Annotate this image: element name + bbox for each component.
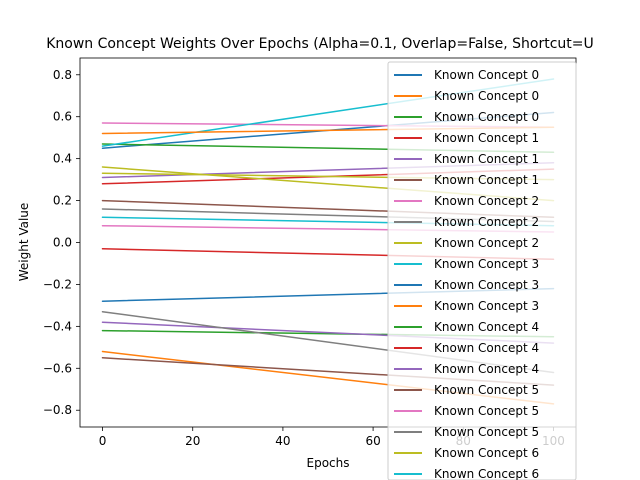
legend-label: Known Concept 4 bbox=[434, 341, 539, 355]
y-tick-label: 0.0 bbox=[53, 236, 72, 250]
legend-label: Known Concept 0 bbox=[434, 89, 539, 103]
x-tick-label: 20 bbox=[185, 434, 200, 448]
y-tick-label: −0.4 bbox=[43, 319, 72, 333]
legend-label: Known Concept 4 bbox=[434, 362, 539, 376]
legend-label: Known Concept 2 bbox=[434, 236, 539, 250]
legend-label: Known Concept 0 bbox=[434, 110, 539, 124]
y-tick-label: 0.6 bbox=[53, 110, 72, 124]
legend-label: Known Concept 3 bbox=[434, 257, 539, 271]
legend-label: Known Concept 2 bbox=[434, 194, 539, 208]
chart-legend: Known Concept 0 Known Concept 0 Known Conc… bbox=[387, 61, 577, 480]
y-axis-label: Weight Value bbox=[17, 203, 31, 282]
legend-label: Known Concept 1 bbox=[434, 173, 539, 187]
legend-box bbox=[387, 61, 577, 480]
y-tick-label: −0.6 bbox=[43, 361, 72, 375]
legend-label: Known Concept 6 bbox=[434, 467, 539, 480]
y-tick-label: 0.8 bbox=[53, 68, 72, 82]
legend-label: Known Concept 5 bbox=[434, 425, 539, 439]
legend-label: Known Concept 0 bbox=[434, 68, 539, 82]
y-tick-label: 0.2 bbox=[53, 194, 72, 208]
legend-label: Known Concept 5 bbox=[434, 383, 539, 397]
x-tick-label: 0 bbox=[99, 434, 107, 448]
legend-label: Known Concept 4 bbox=[434, 320, 539, 334]
y-axis-ticks: −0.8 −0.6 −0.4 −0.2 0.0 0.2 0.4 0.6 0.8 bbox=[43, 68, 80, 417]
x-tick-label: 40 bbox=[275, 434, 290, 448]
x-axis-label: Epochs bbox=[307, 456, 350, 470]
legend-label: Known Concept 6 bbox=[434, 446, 539, 460]
y-tick-label: −0.8 bbox=[43, 403, 72, 417]
chart-title: Known Concept Weights Over Epochs (Alpha… bbox=[46, 36, 594, 52]
legend-label: Known Concept 1 bbox=[434, 131, 539, 145]
legend-label: Known Concept 3 bbox=[434, 278, 539, 292]
legend-label: Known Concept 3 bbox=[434, 299, 539, 313]
legend-label: Known Concept 5 bbox=[434, 404, 539, 418]
x-tick-label: 60 bbox=[365, 434, 380, 448]
legend-label: Known Concept 2 bbox=[434, 215, 539, 229]
legend-label: Known Concept 1 bbox=[434, 152, 539, 166]
y-tick-label: −0.2 bbox=[43, 277, 72, 291]
y-tick-label: 0.4 bbox=[53, 152, 72, 166]
